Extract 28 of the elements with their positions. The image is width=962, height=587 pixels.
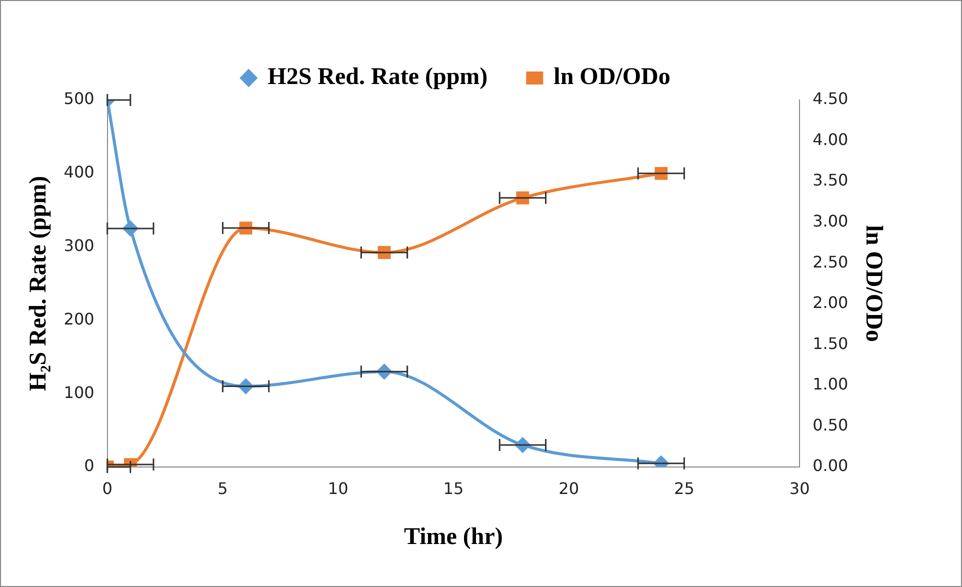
x-tick-label: 25 [674, 478, 694, 498]
y-tick-label: 500 [64, 89, 94, 108]
y2-tick-label: 2.50 [812, 252, 848, 272]
y2-axis-title: ln OD/ODo [860, 225, 886, 342]
y-axis-title: H₂S Red. Rate (ppm) [26, 176, 52, 392]
x-tick-label: 15 [443, 478, 464, 498]
y-tick-label: 200 [64, 309, 94, 328]
y2-tick-label: 3.00 [812, 211, 848, 230]
y2-tick-label: 0.50 [812, 415, 848, 434]
y2-tick-label: 1.50 [812, 334, 848, 353]
y-tick-label: 100 [64, 382, 94, 402]
y2-tick-label: 4.50 [812, 89, 848, 108]
x-tick-label: 30 [789, 478, 810, 498]
x-tick-label: 5 [218, 478, 228, 498]
x-axis-title: Time (hr) [404, 524, 503, 550]
y2-tick-label: 3.50 [812, 170, 848, 190]
y2-tick-label: 0.00 [812, 456, 848, 476]
x-tick-label: 10 [328, 478, 348, 498]
legend-label: ln OD/ODo [554, 64, 670, 90]
y-tick-label: 0 [84, 456, 94, 476]
y2-tick-label: 4.00 [812, 130, 848, 149]
y-tick-label: 300 [64, 236, 94, 255]
legend-label: H2S Red. Rate (ppm) [268, 64, 488, 90]
y2-tick-label: 2.00 [812, 293, 848, 312]
x-tick-label: 20 [558, 478, 580, 498]
x-tick-label: 0 [102, 478, 112, 498]
y-tick-label: 400 [64, 162, 94, 182]
y2-tick-label: 1.00 [812, 374, 848, 394]
